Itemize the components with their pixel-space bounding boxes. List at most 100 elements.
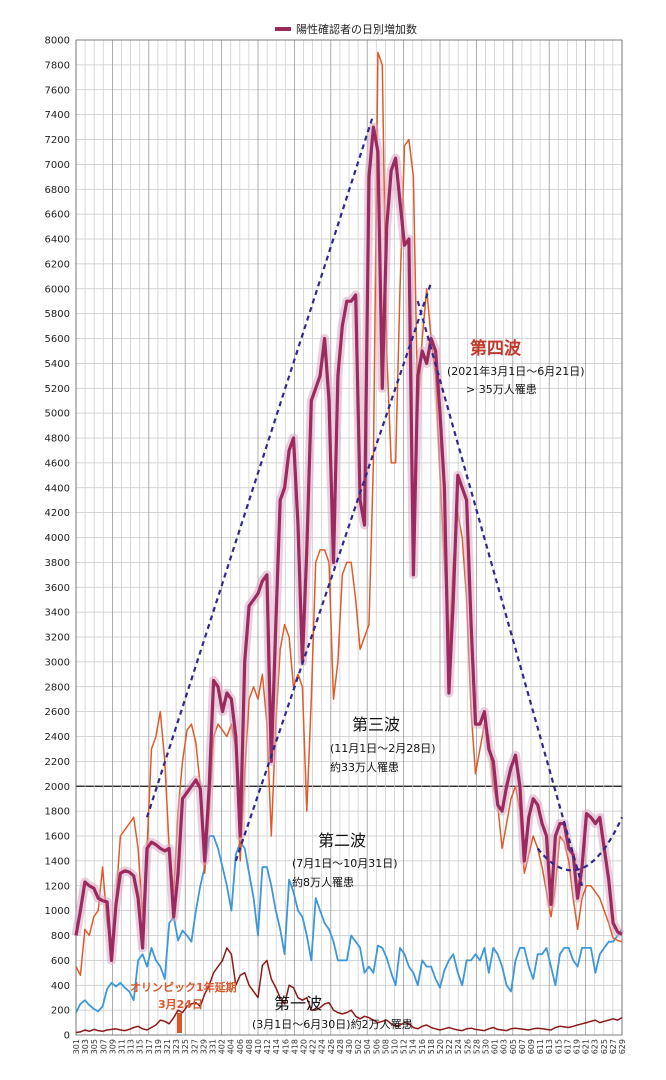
y-tick-label: 1800 [45, 807, 70, 818]
y-tick-label: 200 [51, 1006, 70, 1017]
y-tick-label: 3600 [45, 583, 70, 594]
x-tick-label: 309 [108, 1039, 117, 1054]
x-tick-label: 530 [482, 1039, 491, 1054]
x-tick-label: 514 [409, 1039, 418, 1054]
x-tick-label: 522 [445, 1039, 454, 1054]
y-tick-label: 6800 [45, 185, 70, 196]
y-tick-label: 3400 [45, 608, 70, 619]
y-tick-label: 7000 [45, 160, 70, 171]
x-tick-label: 605 [509, 1039, 518, 1054]
x-tick-label: 420 [300, 1039, 309, 1054]
y-tick-label: 4000 [45, 533, 70, 544]
y-tick-label: 0 [64, 1031, 70, 1042]
wave4-title: 第四波 [470, 338, 522, 359]
trendline [234, 282, 433, 862]
x-tick-label: 502 [354, 1039, 363, 1054]
y-tick-label: 600 [51, 956, 70, 967]
x-tick-label: 625 [600, 1039, 609, 1054]
x-tick-label: 613 [545, 1039, 554, 1054]
y-tick-label: 5600 [45, 334, 70, 345]
x-tick-label: 428 [336, 1039, 345, 1054]
y-tick-label: 4800 [45, 434, 70, 445]
wave2-count: 約8万人罹患 [292, 875, 354, 889]
x-tick-label: 321 [163, 1039, 172, 1054]
wave1-period: (3月1日〜6月30日)約2万人罹患 [252, 1017, 413, 1031]
y-tick-label: 7400 [45, 110, 70, 121]
olympic-date: 3月24日 [158, 998, 203, 1011]
y-tick-label: 4400 [45, 483, 70, 494]
x-tick-label: 607 [518, 1039, 527, 1054]
x-tick-label: 430 [345, 1039, 354, 1054]
wave3-period: (11月1日〜2月28日) [330, 742, 436, 755]
series-line-3 [75, 947, 623, 1034]
x-tick-label: 528 [472, 1039, 481, 1054]
y-tick-label: 6000 [45, 284, 70, 295]
x-tick-label: 518 [427, 1039, 436, 1054]
x-tick-label: 621 [582, 1039, 591, 1054]
x-tick-label: 406 [236, 1039, 245, 1054]
y-tick-label: 1200 [45, 881, 70, 892]
wave3-title: 第三波 [352, 715, 400, 734]
x-axis-ticks: 301 303 305 307 309 311 313 315 317 319 321 323 325 3… [72, 1039, 627, 1054]
trendline [145, 114, 375, 818]
y-tick-label: 6600 [45, 210, 70, 221]
x-tick-label: 325 [181, 1039, 190, 1054]
x-tick-label: 329 [199, 1039, 208, 1054]
x-tick-label: 619 [573, 1039, 582, 1054]
x-tick-label: 412 [263, 1039, 272, 1054]
x-tick-label: 410 [254, 1039, 263, 1054]
wave3-count: 約33万人罹患 [330, 760, 399, 774]
x-tick-label: 408 [245, 1039, 254, 1054]
wave4-count: > 35万人罹患 [466, 383, 537, 396]
x-tick-label: 313 [127, 1039, 136, 1054]
x-tick-label: 416 [281, 1039, 290, 1054]
y-tick-label: 2000 [45, 782, 70, 793]
x-tick-label: 617 [563, 1039, 572, 1054]
y-tick-label: 5000 [45, 409, 70, 420]
x-tick-label: 303 [81, 1039, 90, 1054]
x-tick-label: 611 [536, 1039, 545, 1054]
y-tick-label: 3800 [45, 558, 70, 569]
x-tick-label: 524 [454, 1039, 463, 1054]
y-tick-label: 800 [51, 931, 70, 942]
trendline [416, 300, 584, 887]
x-tick-label: 526 [463, 1039, 472, 1054]
x-tick-label: 520 [436, 1039, 445, 1054]
y-tick-label: 7200 [45, 135, 70, 146]
y-tick-label: 5400 [45, 359, 70, 370]
x-tick-label: 601 [491, 1039, 500, 1054]
y-tick-label: 7600 [45, 85, 70, 96]
y-tick-label: 1000 [45, 906, 70, 917]
x-tick-label: 422 [309, 1039, 318, 1054]
x-tick-label: 615 [554, 1039, 563, 1054]
olympic-label: オリンピック1年延期 [130, 980, 237, 994]
wave2-period: (7月1日〜10月31日) [292, 857, 398, 870]
y-tick-label: 1400 [45, 856, 70, 867]
y-tick-label: 6200 [45, 259, 70, 270]
x-tick-label: 315 [136, 1039, 145, 1054]
y-tick-label: 400 [51, 981, 70, 992]
x-tick-label: 305 [90, 1039, 99, 1054]
y-tick-label: 8000 [45, 36, 70, 47]
series-line-main [74, 125, 623, 963]
series-layer [71, 51, 625, 1034]
plot-frame [75, 39, 623, 1036]
y-tick-label: 5200 [45, 384, 70, 395]
x-tick-label: 414 [272, 1039, 281, 1054]
x-tick-label: 323 [172, 1039, 181, 1054]
y-tick-label: 6400 [45, 235, 70, 246]
x-tick-label: 510 [391, 1039, 400, 1054]
olympic-marker [177, 1013, 182, 1033]
x-tick-label: 506 [372, 1039, 381, 1054]
y-tick-label: 4200 [45, 508, 70, 519]
x-tick-label: 418 [290, 1039, 299, 1054]
y-tick-label: 4600 [45, 458, 70, 469]
legend-label: 陽性確認者の日別増加数 [296, 22, 417, 36]
x-tick-label: 609 [527, 1039, 536, 1054]
x-tick-label: 504 [363, 1039, 372, 1054]
x-tick-label: 319 [154, 1039, 163, 1054]
x-tick-label: 331 [209, 1039, 218, 1054]
x-tick-label: 623 [591, 1039, 600, 1054]
y-tick-label: 3000 [45, 657, 70, 668]
x-tick-label: 327 [190, 1039, 199, 1054]
